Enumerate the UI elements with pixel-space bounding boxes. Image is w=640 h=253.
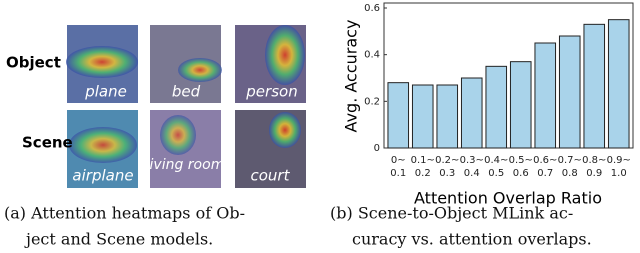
caption: ject and Scene models. (24, 230, 213, 249)
bar (583, 23, 606, 149)
image-label: person (245, 83, 297, 101)
x-tick-label: 0.1 (390, 168, 406, 179)
x-tick-label: 0.8~ (582, 155, 606, 166)
x-axis-label: Attention Overlap Ratio (414, 189, 602, 208)
bar (558, 35, 581, 149)
caption: curacy vs. attention overlaps. (352, 230, 592, 249)
x-tick-label: 0.4 (464, 168, 480, 179)
heatmap (178, 58, 222, 82)
x-tick-label: 0.9 (586, 168, 602, 179)
y-tick-label: 0 (374, 143, 380, 154)
y-tick-label: 0.6 (364, 3, 380, 14)
x-tick-label: 0.2 (415, 168, 431, 179)
y-tick-label: 0.2 (364, 96, 380, 107)
x-tick-label: 0.6~ (533, 155, 557, 166)
x-tick-label: 0.5~ (509, 155, 533, 166)
y-axis-label: Avg. Accuracy (342, 20, 361, 133)
heatmap (66, 46, 138, 78)
x-tick-label: 0.3~ (460, 155, 484, 166)
x-tick-label: 0.4~ (484, 155, 508, 166)
x-tick-label: 0.3 (439, 168, 455, 179)
plot-frame (383, 2, 634, 149)
x-tick-label: 0.8 (562, 168, 578, 179)
bar (607, 19, 630, 149)
x-tick-label: 0.7~ (558, 155, 582, 166)
bar (411, 84, 434, 149)
x-tick-label: 0.5 (488, 168, 504, 179)
image-label: living room (146, 157, 225, 173)
caption: (a) Attention heatmaps of Ob- (4, 204, 245, 223)
bar (436, 84, 459, 149)
heatmap (265, 25, 305, 85)
x-tick-label: 0.1~ (411, 155, 435, 166)
x-tick-label: 0~ (391, 155, 406, 166)
heatmap (160, 115, 196, 155)
caption: (b) Scene-to-Object MLink ac- (330, 204, 573, 223)
image-label: plane (84, 83, 127, 101)
x-tick-label: 0.7 (537, 168, 553, 179)
x-tick-label: 0.9~ (607, 155, 631, 166)
x-tick-label: 1.0 (611, 168, 627, 179)
image-label: airplane (72, 167, 133, 185)
bar (509, 61, 532, 149)
row-label: Scene (22, 134, 73, 152)
bar (485, 65, 508, 149)
image-grid (66, 25, 306, 188)
bar (534, 42, 557, 149)
image-label: bed (172, 83, 201, 101)
heatmap (269, 112, 301, 148)
bar (387, 82, 410, 149)
row-label: Object (6, 54, 61, 72)
bar (460, 77, 483, 149)
image-label: court (251, 167, 291, 185)
x-tick-label: 0.2~ (435, 155, 459, 166)
x-tick-label: 0.6 (513, 168, 529, 179)
heatmap (69, 127, 137, 163)
y-tick-label: 0.4 (364, 50, 380, 61)
